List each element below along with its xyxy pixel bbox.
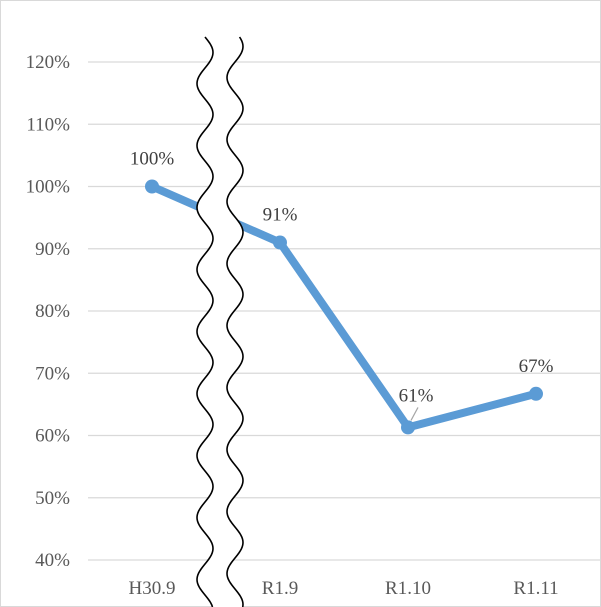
data-point [145,179,159,194]
data-labels: 100% 91% 61% 67% [130,149,554,421]
axis-break-line-left [196,36,214,607]
axis-break-line-right [226,36,244,607]
data-label-leader-line [410,407,419,421]
y-tick-label: 90% [35,239,70,260]
y-tick-label: 120% [26,52,71,73]
data-point [529,386,543,401]
x-tick-label: H30.9 [129,578,176,599]
data-label: 61% [399,385,434,406]
data-point [273,235,287,250]
y-tick-label: 70% [35,363,70,384]
data-label: 67% [519,356,554,377]
y-tick-label: 80% [35,301,70,322]
gridlines [88,61,600,561]
x-tick-label: R1.10 [385,578,431,599]
x-tick-label: R1.11 [513,578,558,599]
y-tick-label: 40% [35,550,70,571]
y-axis-tick-labels: 40% 50% 60% 70% 80% 90% 100% 110% 120% [26,52,71,571]
x-axis-tick-labels: H30.9 R1.9 R1.10 R1.11 [129,578,559,599]
y-tick-label: 110% [26,114,70,135]
y-tick-label: 60% [35,426,70,447]
data-label: 91% [263,205,298,226]
data-label: 100% [130,149,175,170]
axis-break-fill [197,37,243,607]
data-point [401,420,415,435]
y-tick-label: 50% [35,488,70,509]
axis-break-layer [196,36,244,607]
y-tick-label: 100% [26,177,71,198]
x-tick-label: R1.9 [262,578,298,599]
